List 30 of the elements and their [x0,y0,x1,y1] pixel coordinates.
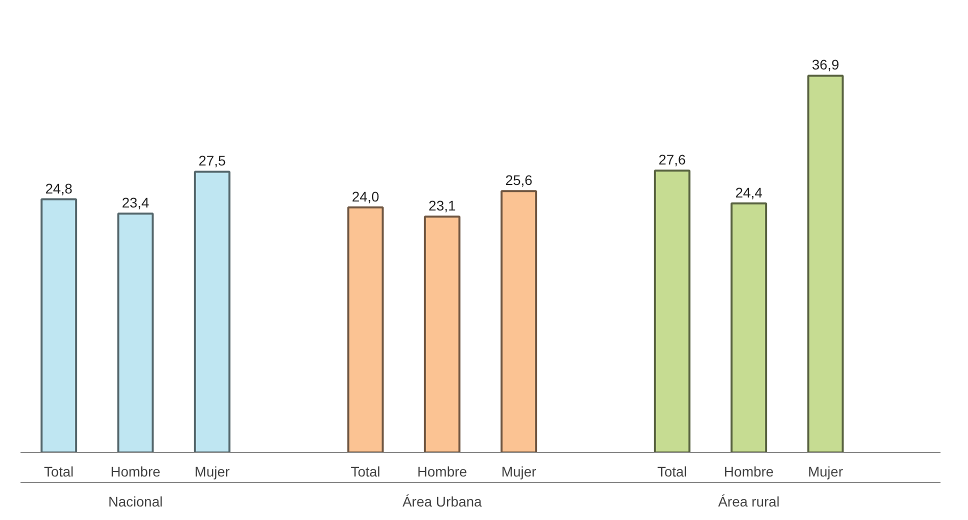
x-tick-label: Hombre [417,464,468,480]
text: Área rural [718,494,780,510]
x-tick-label: Total [44,464,74,480]
data-label: 27,6 [658,152,686,168]
data-label: 24,8 [45,180,73,196]
bar [500,190,538,452]
text: Área Urbana [402,494,482,510]
data-label: 23,1 [428,198,456,214]
x-tick-label: Total [350,464,380,480]
bar [117,212,154,452]
data-label: 23,4 [122,194,150,211]
x-tick-label: Mujer [194,464,230,480]
x-tick-label: Total [657,464,687,480]
bar [730,202,768,452]
bar [40,198,78,452]
data-label: 24,0 [352,188,380,204]
x-tick-label: Hombre [110,464,161,480]
x-tick-label: Mujer [808,464,844,480]
bar [347,206,384,452]
data-label: 24,4 [735,184,763,200]
bar [424,216,460,452]
data-label: 27,5 [198,152,226,169]
bar [194,170,230,452]
data-label: 25,6 [505,172,533,188]
data-label: 36,9 [812,56,840,73]
text: Nacional [108,494,163,510]
x-tick-label: Mujer [501,464,537,480]
x-tick-label: Hombre [724,464,774,480]
bar [807,74,844,452]
bar [654,170,690,452]
